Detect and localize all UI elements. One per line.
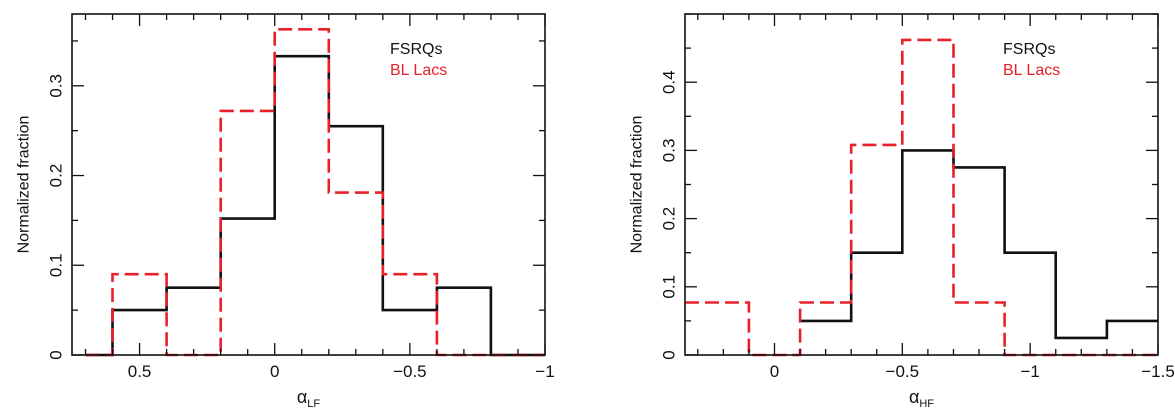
y-tick-label: 0.1 [47, 253, 66, 277]
y-tick-label: 0 [660, 350, 679, 359]
y-tick-label: 0.3 [47, 74, 66, 98]
y-axis-label: Normalized fraction [16, 116, 33, 254]
x-axis-label-symbol: α [297, 387, 307, 407]
series-line-bl-lacs [685, 38, 1158, 357]
legend-entry-bl-lacs: BL Lacs [390, 62, 447, 79]
legend-entry-fsrqs: FSRQs [390, 41, 442, 58]
y-tick-label: 0.1 [660, 275, 679, 299]
x-axis-label-subscript: HF [919, 398, 934, 408]
plot-frame [684, 13, 1159, 356]
y-tick-label: 0.4 [660, 70, 679, 94]
series-line-bl-lacs [85, 28, 545, 357]
y-tick-label: 0.3 [660, 139, 679, 163]
x-axis-label: αHF [909, 387, 934, 408]
y-axis-label: Normalized fraction [629, 116, 646, 254]
y-tick-label: 0.2 [660, 207, 679, 231]
histogram-panel-alpha-lf: 0.5 0 −0.5 −1 0 0.1 0.2 0.3 Normalized fraction α… [16, 13, 555, 408]
x-axis-label: αLF [297, 387, 321, 408]
x-tick-label: −1.5 [1141, 362, 1175, 381]
x-tick-label: 0 [770, 362, 779, 381]
series-line-fsrqs [800, 149, 1158, 340]
x-tick-label: −0.5 [393, 362, 427, 381]
x-tick-label: 0.5 [128, 362, 152, 381]
y-tick-label: 0 [47, 350, 66, 359]
histogram-panel-alpha-hf: 0 −0.5 −1 −1.5 0 0.1 0.2 0.3 0.4 Normalized fract… [629, 13, 1175, 408]
legend-entry-bl-lacs: BL Lacs [1003, 62, 1060, 79]
x-tick-label: −1 [535, 362, 554, 381]
x-tick-label: −1 [1020, 362, 1039, 381]
x-tick-label: −0.5 [886, 362, 920, 381]
y-tick-label: 0.2 [47, 164, 66, 188]
legend-entry-fsrqs: FSRQs [1003, 41, 1055, 58]
series-line-fsrqs [85, 54, 545, 357]
x-axis-label-symbol: α [909, 387, 919, 407]
plot-frame [71, 13, 546, 356]
x-tick-label: 0 [270, 362, 279, 381]
x-axis-label-subscript: LF [307, 398, 320, 408]
